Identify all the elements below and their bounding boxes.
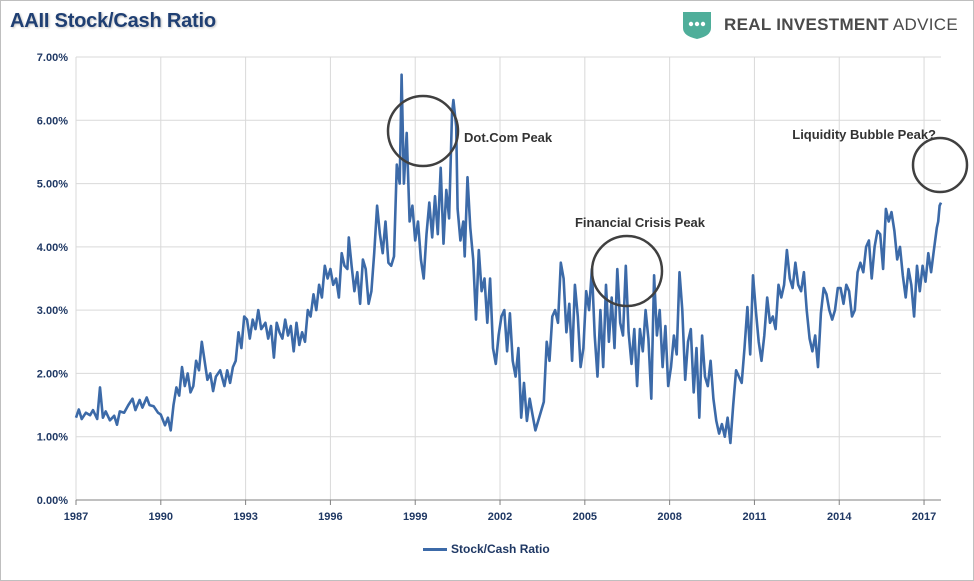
x-tick-label: 1999 bbox=[403, 511, 427, 523]
y-tick-label: 3.00% bbox=[37, 305, 68, 317]
annotations: Dot.Com Peak Financial Crisis Peak Liquidi… bbox=[386, 94, 969, 308]
y-tick-label: 5.00% bbox=[37, 179, 68, 191]
legend-swatch bbox=[423, 547, 447, 551]
brand-name-rest: ADVICE bbox=[888, 15, 958, 34]
x-tick-label: 1990 bbox=[149, 511, 173, 523]
x-tick-label: 2008 bbox=[657, 511, 681, 523]
annotation-financial-crisis-peak: Financial Crisis Peak bbox=[575, 215, 706, 230]
x-tick-label: 2011 bbox=[742, 511, 766, 523]
brand-logo: REAL INVESTMENT ADVICE bbox=[680, 10, 958, 40]
x-tick-label: 1993 bbox=[233, 511, 257, 523]
brand-shield-icon bbox=[683, 12, 712, 39]
legend: Stock/Cash Ratio bbox=[423, 542, 550, 556]
x-tick-label: 1987 bbox=[64, 511, 88, 523]
axes: 0.00% 1.00% 2.00% 3.00% 4.00% 5.00% 6.00% 7.00%… bbox=[37, 52, 941, 523]
x-tick-label: 2002 bbox=[488, 511, 512, 523]
dotcom-peak-circle bbox=[386, 94, 460, 168]
brand-name: REAL INVESTMENT ADVICE bbox=[724, 15, 958, 35]
financial-crisis-circle bbox=[590, 234, 664, 308]
brand-name-bold: REAL INVESTMENT bbox=[724, 15, 889, 34]
x-tick-label: 2014 bbox=[827, 511, 852, 523]
y-tick-label: 2.00% bbox=[37, 368, 68, 380]
gridlines bbox=[75, 56, 941, 501]
y-tick-label: 0.00% bbox=[37, 495, 68, 507]
x-tick-label: 1996 bbox=[318, 511, 342, 523]
x-tick-label: 2005 bbox=[573, 511, 597, 523]
liquidity-bubble-circle bbox=[911, 136, 969, 194]
series-layer bbox=[74, 73, 943, 445]
x-tick-label: 2017 bbox=[912, 511, 936, 523]
annotation-liquidity-bubble-peak: Liquidity Bubble Peak? bbox=[792, 127, 936, 142]
y-tick-label: 1.00% bbox=[37, 432, 68, 444]
y-tick-label: 4.00% bbox=[37, 242, 68, 254]
annotation-dotcom-peak: Dot.Com Peak bbox=[464, 130, 553, 145]
y-tick-label: 6.00% bbox=[37, 115, 68, 127]
y-tick-label: 7.00% bbox=[37, 52, 68, 64]
legend-label: Stock/Cash Ratio bbox=[451, 542, 550, 556]
chart-title: AAII Stock/Cash Ratio bbox=[10, 10, 216, 32]
series-line bbox=[74, 73, 943, 445]
